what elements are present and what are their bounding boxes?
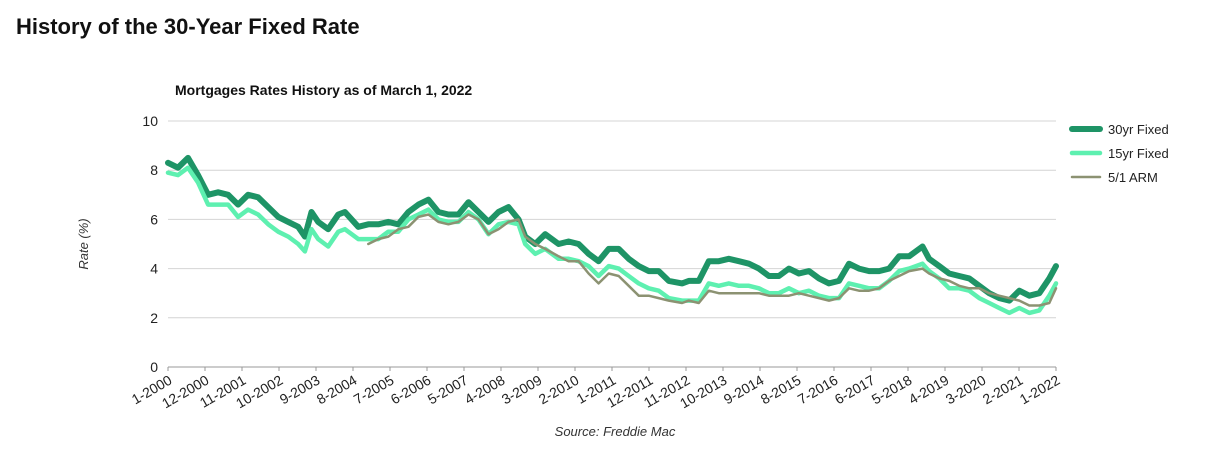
x-tick-label: 4-2008 [462, 372, 508, 408]
x-tick-label: 6-2006 [388, 372, 434, 408]
series-line-2 [367, 213, 1058, 307]
page-title: History of the 30-Year Fixed Rate [16, 14, 360, 39]
legend-label: 15yr Fixed [1108, 146, 1169, 161]
legend-label: 30yr Fixed [1108, 122, 1169, 137]
series-line-0 [165, 154, 1059, 304]
y-tick-label: 0 [150, 359, 158, 375]
chart-subtitle: Mortgages Rates History as of March 1, 2… [175, 82, 472, 98]
x-tick-label: 1-2022 [1017, 372, 1063, 408]
y-axis-label: Rate (%) [76, 218, 91, 269]
source-note: Source: Freddie Mac [555, 424, 676, 439]
x-tick-label: 2-2010 [536, 372, 582, 408]
x-tick-label: 8-2015 [758, 372, 804, 408]
x-tick-label: 3-2020 [943, 372, 989, 408]
x-tick-label: 3-2009 [499, 372, 545, 408]
y-tick-label: 2 [150, 310, 158, 326]
y-tick-label: 10 [142, 113, 158, 129]
x-tick-label: 9-2003 [277, 372, 323, 408]
x-axis-ticks: 1-200012-200011-200110-20029-20038-20047… [129, 367, 1063, 411]
series-line-1 [165, 165, 1059, 316]
y-axis-ticks: 0 2 4 6 8 10 [142, 113, 158, 375]
legend: 30yr Fixed 15yr Fixed 5/1 ARM [1069, 122, 1169, 185]
x-tick-label: 5-2007 [425, 372, 471, 408]
y-tick-label: 4 [150, 261, 158, 277]
x-tick-label: 7-2016 [795, 372, 841, 408]
y-tick-label: 8 [150, 162, 158, 178]
legend-label: 5/1 ARM [1108, 170, 1158, 185]
x-tick-label: 8-2004 [314, 372, 360, 408]
x-tick-label: 4-2019 [906, 372, 952, 408]
x-tick-label: 5-2018 [869, 372, 915, 408]
x-tick-label: 7-2005 [351, 372, 397, 408]
x-tick-label: 9-2014 [721, 372, 767, 408]
series-lines [165, 154, 1059, 316]
x-tick-label: 6-2017 [832, 372, 878, 408]
y-tick-label: 6 [150, 211, 158, 227]
x-tick-label: 2-2021 [980, 372, 1026, 408]
